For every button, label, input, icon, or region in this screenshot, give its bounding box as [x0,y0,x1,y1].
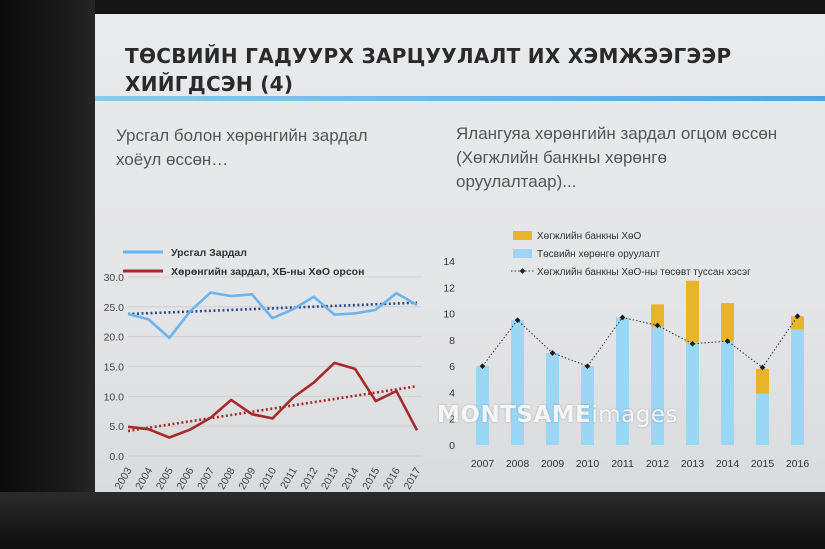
x-tick-label: 2008 [216,465,238,491]
x-tick-label: 2009 [541,458,565,470]
x-tick-label: 2016 [381,465,403,491]
presentation-slide: ТӨСВИЙН ГАДУУРХ ЗАРЦУУЛАЛТ ИХ ХЭМЖЭЭГЭЭР… [95,14,825,492]
bar-budget [721,341,734,445]
x-tick-label: 2011 [278,465,300,491]
x-tick-label: 2003 [113,465,135,491]
bar-budget [651,326,664,445]
legend-label-capital: Хөрөнгийн зардал, ХБ-ны ХөО орсон [171,266,364,278]
x-tick-label: 2013 [681,458,705,470]
y-tick-label: 20.0 [104,332,125,344]
y-tick-label: 30.0 [104,272,125,284]
legend-swatch-budget [513,249,532,258]
watermark-suffix: images [591,402,678,428]
bar-budget [791,329,804,445]
legend-label-line: Хөгжлийн банкны ХөО-ны төсөвт туссан хэс… [537,266,751,278]
watermark: MONTSAMEimages [437,402,678,428]
bar-budget [756,393,769,445]
x-tick-label: 2012 [298,465,320,491]
x-tick-label: 2013 [319,465,341,491]
y-tick-label: 4 [449,387,455,399]
bar-budget [581,366,594,445]
x-tick-label: 2017 [402,465,424,491]
line-point [689,340,696,347]
line-point [724,338,731,344]
watermark-brand: MONTSAME [437,402,592,428]
y-tick-label: 15.0 [104,362,125,374]
y-tick-label: 10.0 [104,391,125,403]
line-point [514,317,521,323]
trendline-capital [127,384,418,433]
x-tick-label: 2009 [236,465,258,491]
bar-budget [511,320,524,445]
x-tick-label: 2012 [646,458,670,470]
trendline-current [127,301,418,316]
line-point [619,314,626,321]
y-tick-label: 0.0 [109,451,124,463]
bar-dbm [651,304,664,327]
line-point [654,322,661,329]
x-tick-label: 2016 [786,458,810,470]
legend-label-dbm: Хөгжлийн банкны ХөО [537,230,642,242]
bar-dbm [686,280,699,343]
bar-budget [546,353,559,445]
line-point [549,350,556,356]
x-tick-label: 2004 [133,465,155,491]
x-tick-label: 2014 [340,465,362,491]
x-tick-label: 2015 [751,458,775,470]
legend-label-budget: Төсвийн хөрөнгө оруулалт [537,249,661,260]
series-line-current [127,291,418,340]
y-tick-label: 5.0 [109,421,124,433]
expenditure-line-chart: Урсгал Зардал Хөрөнгийн зардал, ХБ-ны ХөО… [104,247,424,492]
legend-swatch-dbm [513,231,532,240]
legend-marker-line [519,268,526,274]
line-point [759,364,766,371]
line-point [794,313,801,320]
y-tick-label: 12 [443,282,455,294]
bar-budget [686,342,699,445]
bar-dbm [791,316,804,330]
series-line-dbm-share [482,315,798,369]
series-line-capital [127,361,419,439]
bar-budget [476,366,489,445]
y-tick-label: 0 [449,440,455,452]
background-left [0,0,95,549]
y-tick-label: 10 [443,309,455,321]
bar-dbm [756,368,769,394]
x-tick-label: 2007 [195,465,217,491]
left-subtitle: Урсгал болон хөрөнгийн зардал хоёул өссө… [116,126,368,169]
x-tick-label: 2008 [506,458,530,470]
line-point [584,363,591,369]
x-tick-label: 2005 [154,465,176,491]
right-subtitle: Ялангуяа хөрөнгийн зардал огцом өссөн (Х… [456,124,778,191]
bar-budget [616,317,629,445]
y-tick-label: 8 [449,335,455,347]
background-bottom [0,492,825,549]
bar-dbm [721,303,734,342]
x-tick-label: 2011 [611,458,634,470]
x-tick-label: 2010 [576,458,600,470]
legend-label-current: Урсгал Зардал [171,247,247,259]
x-tick-label: 2007 [471,458,495,470]
x-tick-label: 2014 [716,458,740,470]
x-tick-label: 2006 [174,465,196,491]
slide-title: ТӨСВИЙН ГАДУУРХ ЗАРЦУУЛАЛТ ИХ ХЭМЖЭЭГЭЭР… [125,44,732,96]
y-tick-label: 25.0 [104,302,125,314]
x-tick-label: 2010 [257,465,279,491]
x-tick-label: 2015 [360,465,382,491]
y-tick-label: 6 [449,361,455,373]
title-underline-bar [95,96,825,101]
y-tick-label: 14 [443,256,455,268]
y-tick-label: 2 [449,414,455,426]
investment-bar-chart: Хөгжлийн банкны ХөО Төсвийн хөрөнгө оруул… [443,230,810,470]
